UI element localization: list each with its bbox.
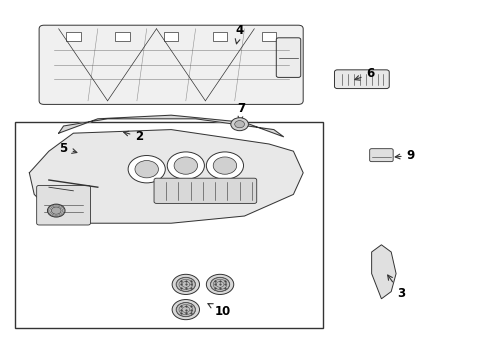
Text: 8: 8 bbox=[38, 195, 55, 208]
Bar bbox=[115, 32, 129, 41]
FancyBboxPatch shape bbox=[276, 38, 300, 77]
Bar bbox=[66, 32, 81, 41]
Circle shape bbox=[172, 274, 199, 294]
Circle shape bbox=[135, 161, 158, 178]
Circle shape bbox=[206, 152, 243, 179]
Text: 7: 7 bbox=[237, 102, 245, 121]
Circle shape bbox=[234, 121, 244, 128]
Circle shape bbox=[167, 152, 204, 179]
Text: 3: 3 bbox=[387, 275, 404, 300]
FancyBboxPatch shape bbox=[154, 178, 256, 203]
Circle shape bbox=[51, 207, 61, 214]
FancyBboxPatch shape bbox=[334, 70, 388, 89]
Text: 9: 9 bbox=[394, 149, 414, 162]
Circle shape bbox=[230, 118, 248, 131]
Bar bbox=[261, 32, 276, 41]
Polygon shape bbox=[59, 115, 283, 137]
FancyBboxPatch shape bbox=[37, 185, 90, 225]
Circle shape bbox=[174, 157, 197, 174]
Circle shape bbox=[206, 274, 233, 294]
FancyBboxPatch shape bbox=[39, 25, 303, 104]
Circle shape bbox=[210, 277, 229, 292]
Circle shape bbox=[176, 302, 195, 317]
Text: 10: 10 bbox=[207, 303, 230, 318]
Text: 5: 5 bbox=[60, 142, 77, 155]
Bar bbox=[163, 32, 178, 41]
Bar bbox=[15, 122, 322, 328]
Text: 1: 1 bbox=[179, 186, 187, 204]
Text: 4: 4 bbox=[235, 24, 243, 44]
FancyBboxPatch shape bbox=[369, 149, 392, 162]
Text: 2: 2 bbox=[123, 130, 143, 143]
Polygon shape bbox=[371, 245, 395, 299]
Polygon shape bbox=[29, 130, 303, 223]
Circle shape bbox=[47, 204, 65, 217]
Circle shape bbox=[213, 157, 236, 174]
Bar bbox=[212, 32, 227, 41]
Circle shape bbox=[176, 277, 195, 292]
Circle shape bbox=[172, 300, 199, 320]
Circle shape bbox=[128, 156, 165, 183]
Text: 6: 6 bbox=[354, 67, 374, 80]
